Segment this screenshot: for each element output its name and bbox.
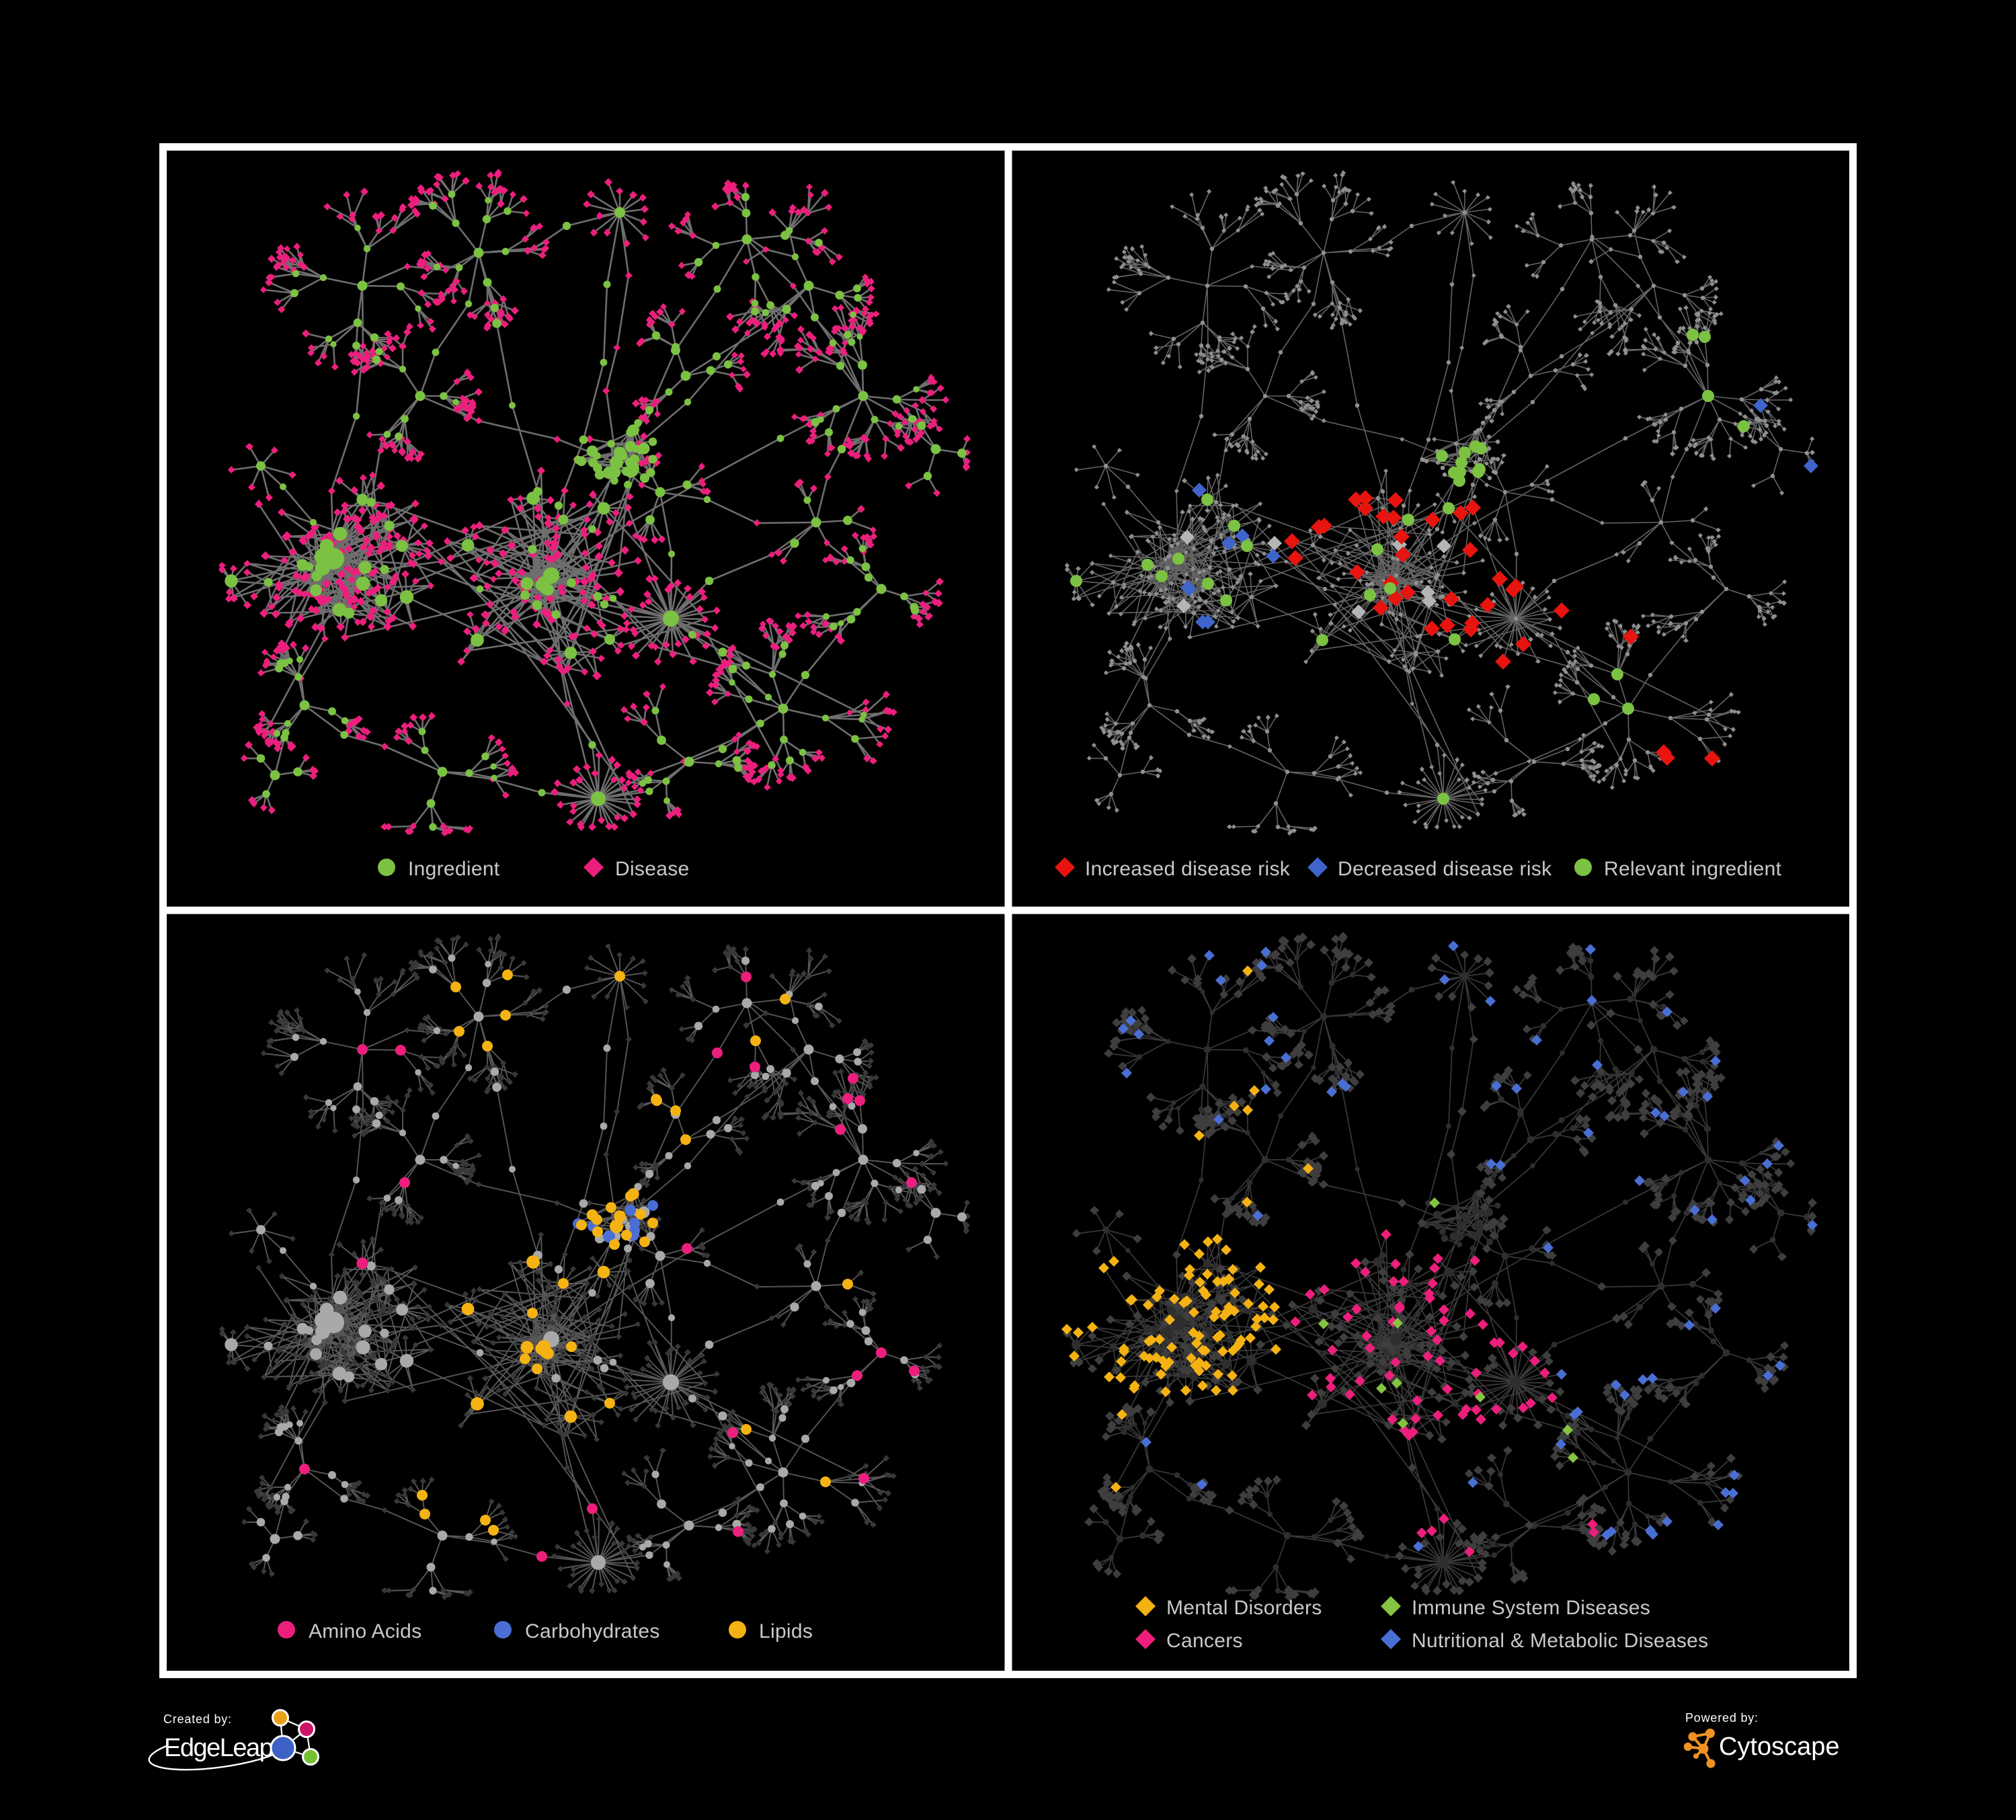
svg-text:Nutritional & Metabolic Diseas: Nutritional & Metabolic Diseases xyxy=(1412,1630,1708,1652)
svg-text:Cancers: Cancers xyxy=(1166,1630,1243,1652)
svg-text:Relevant ingredient: Relevant ingredient xyxy=(1604,858,1782,880)
svg-text:Increased disease risk: Increased disease risk xyxy=(1085,858,1291,880)
svg-text:Decreased disease risk: Decreased disease risk xyxy=(1338,858,1552,880)
svg-text:Disease: Disease xyxy=(615,858,689,880)
svg-text:Ingredient: Ingredient xyxy=(408,858,500,880)
svg-text:Cytoscape: Cytoscape xyxy=(1719,1733,1840,1761)
svg-text:Mental Disorders: Mental Disorders xyxy=(1166,1597,1322,1619)
svg-text:Carbohydrates: Carbohydrates xyxy=(525,1620,660,1643)
svg-text:Amino Acids: Amino Acids xyxy=(309,1620,421,1643)
svg-text:Created by:: Created by: xyxy=(163,1712,232,1726)
svg-text:EdgeLeap: EdgeLeap xyxy=(164,1734,273,1762)
svg-text:Lipids: Lipids xyxy=(759,1620,813,1643)
svg-text:Powered by:: Powered by: xyxy=(1685,1711,1759,1725)
svg-text:Immune System Diseases: Immune System Diseases xyxy=(1412,1597,1650,1619)
